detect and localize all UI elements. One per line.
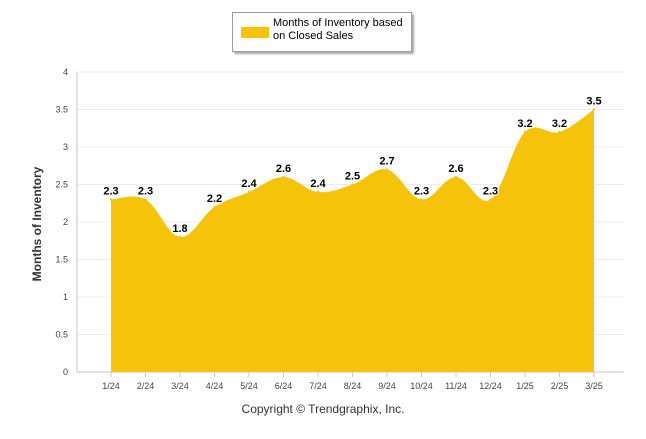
data-label: 2.2 [207,193,222,205]
y-tick-label: 0 [63,367,68,377]
data-label: 2.3 [414,186,429,198]
y-tick-label: 2.5 [55,180,68,190]
y-tick-label: 4 [63,67,68,77]
x-tick-label: 10/24 [410,381,433,391]
data-label: 3.2 [552,118,567,130]
data-label: 1.8 [172,223,187,235]
data-point [523,130,527,134]
x-tick-label: 7/24 [309,381,327,391]
data-point [489,198,492,201]
data-point [592,108,596,111]
data-point [420,198,423,201]
y-tick-label: 0.5 [55,330,68,340]
data-point [351,183,354,186]
data-point [316,190,320,194]
x-tick-label: 3/25 [585,381,603,391]
data-label: 2.3 [103,186,118,198]
data-label: 3.5 [586,96,601,108]
data-label: 2.6 [276,163,291,175]
data-point [558,130,561,134]
x-tick-label: 2/25 [551,381,569,391]
legend-swatch [241,27,269,38]
data-label: 2.7 [379,156,394,168]
series-area [111,109,594,372]
data-label: 2.4 [310,178,326,190]
x-tick-label: 12/24 [479,381,502,391]
data-point [109,198,113,201]
data-point [247,190,251,194]
legend: Months of Inventory based on Closed Sale… [232,12,412,52]
x-tick-label: 9/24 [378,381,396,391]
y-tick-label: 1.5 [55,255,68,265]
y-tick-label: 3 [63,142,68,152]
y-tick-label: 3.5 [55,105,68,115]
data-label: 2.3 [483,186,498,198]
data-point [144,198,147,201]
x-tick-label: 2/24 [137,381,155,391]
x-tick-label: 5/24 [240,381,258,391]
data-label: 2.5 [345,171,360,183]
x-tick-label: 11/24 [445,381,467,391]
x-tick-label: 3/24 [171,381,189,391]
x-tick-label: 8/24 [344,381,362,391]
x-tick-label: 1/24 [102,381,120,391]
data-point [454,175,458,179]
data-point [385,168,389,171]
y-tick-label: 2 [63,217,68,227]
data-point [178,235,182,239]
data-label: 2.6 [448,163,463,175]
legend-label: Months of Inventory based on Closed Sale… [273,17,403,42]
data-point [213,205,216,209]
data-label: 3.2 [517,118,532,130]
copyright-text: Copyright © Trendgraphix, Inc. [241,402,405,416]
data-point [282,175,285,179]
y-tick-label: 1 [63,292,68,302]
x-tick-label: 4/24 [206,381,224,391]
x-tick-label: 6/24 [275,381,293,391]
y-axis-title: Months of Inventory [30,166,44,281]
data-label: 2.3 [138,186,153,198]
x-tick-label: 1/25 [516,381,534,391]
data-label: 2.4 [241,178,257,190]
